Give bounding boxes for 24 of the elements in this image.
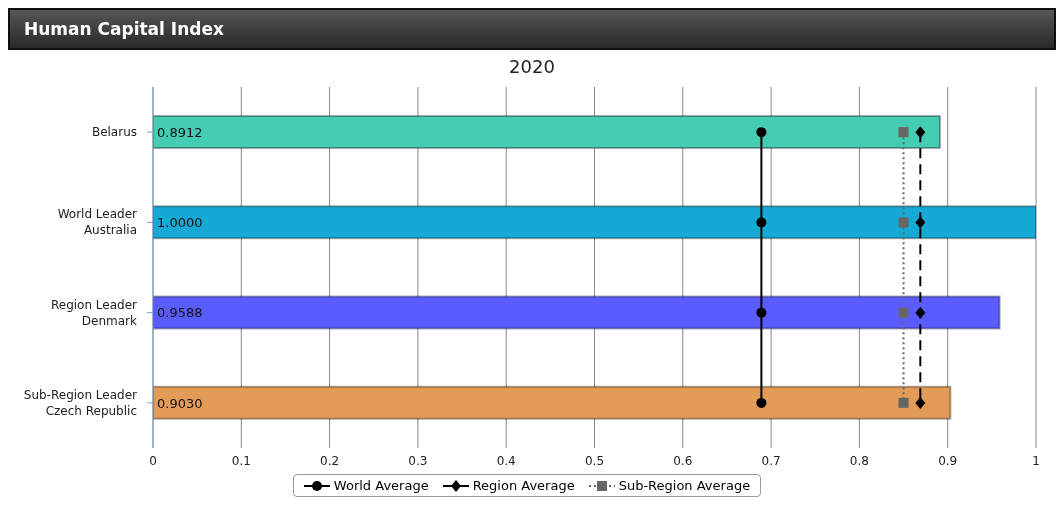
x-tick-label: 0.7 <box>761 453 781 468</box>
chart-title: Human Capital Index <box>8 8 1056 50</box>
y-tick-label: Belarus <box>91 125 137 140</box>
legend-label: Region Average <box>471 478 575 493</box>
y-tick-label: Sub-Region Leader Czech Republic <box>23 387 138 418</box>
x-tick-label: 0.9 <box>938 453 958 468</box>
legend-label: Sub-Region Average <box>617 478 751 493</box>
x-tick-label: 0.6 <box>673 453 693 468</box>
x-tick-label: 1 <box>1032 453 1040 468</box>
legend-label: World Average <box>332 478 429 493</box>
x-tick-label: 0.4 <box>496 453 516 468</box>
x-tick-label: 0.1 <box>231 453 251 468</box>
x-tick-label: 0.3 <box>408 453 428 468</box>
data-label: 1.0000 <box>157 215 203 231</box>
chart-subtitle: 2020 <box>508 56 556 77</box>
x-tick-label: 0.2 <box>320 453 340 468</box>
y-tick-label: World Leader Australia <box>57 207 138 238</box>
x-tick-label: 0 <box>149 453 157 468</box>
y-tick-label: Region Leader Denmark <box>50 297 138 328</box>
x-tick-label: 0.8 <box>849 453 869 468</box>
x-tick-label: 0.5 <box>584 453 605 468</box>
data-label: 0.9030 <box>157 395 203 411</box>
data-label: 0.9588 <box>157 305 203 321</box>
data-label: 0.8912 <box>157 124 203 140</box>
